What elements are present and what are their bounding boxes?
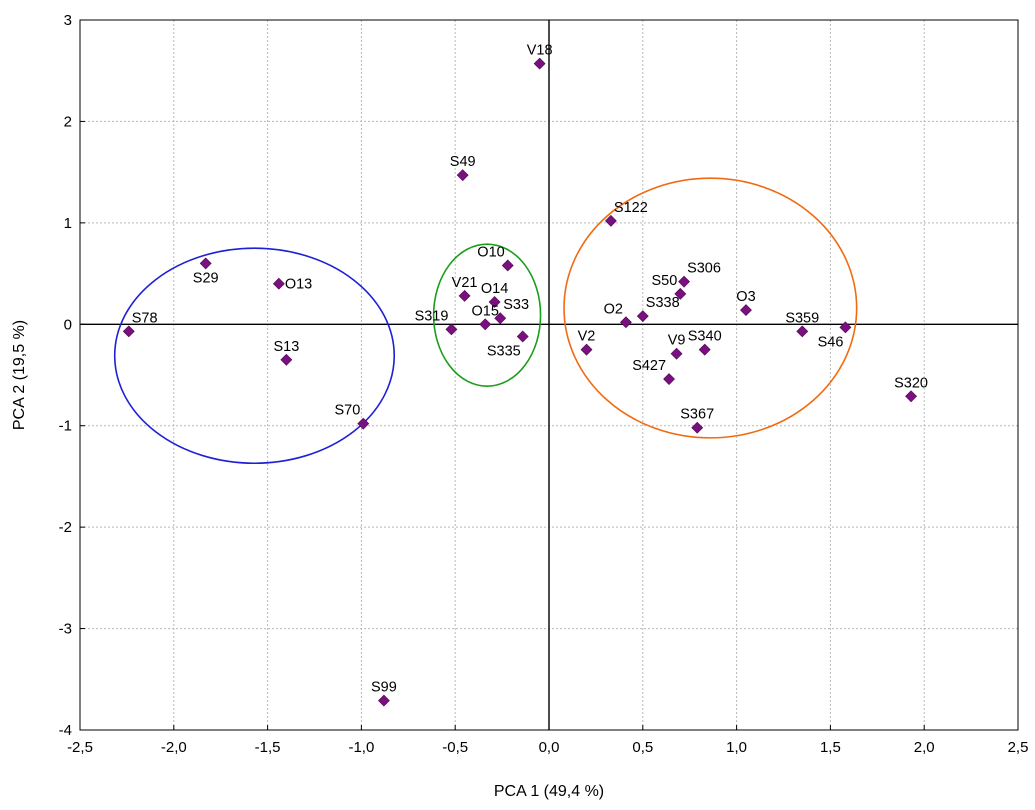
x-tick-label: 0,5 (632, 739, 653, 756)
data-points (122, 57, 917, 707)
point-label: O10 (477, 244, 504, 260)
x-tick-label: 0,0 (539, 739, 560, 756)
cluster-ellipses (113, 177, 858, 465)
point-label: O14 (481, 281, 508, 297)
point-label: S13 (273, 339, 299, 355)
data-point (458, 289, 471, 302)
point-label: O2 (604, 301, 623, 317)
data-point (272, 277, 285, 290)
y-axis-title: PCA 2 (19,5 %) (11, 320, 28, 430)
data-point (678, 275, 690, 288)
point-label: S359 (785, 310, 819, 326)
data-point (122, 325, 135, 338)
point-label: S70 (334, 403, 360, 419)
data-point (619, 316, 632, 329)
data-point (796, 325, 809, 338)
data-point (533, 57, 546, 70)
point-label: S50 (652, 273, 678, 289)
point-label: O15 (472, 303, 499, 319)
zero-axis-lines (80, 20, 1018, 730)
point-label: S338 (646, 295, 680, 311)
y-tick-label: -2 (59, 519, 72, 536)
point-label: S33 (503, 297, 529, 313)
x-tick-label: -1,5 (255, 739, 281, 756)
y-tick-label: -1 (59, 418, 72, 435)
data-point (670, 347, 683, 360)
point-label: S49 (450, 154, 476, 170)
data-point (445, 323, 458, 336)
point-label: O13 (285, 277, 312, 293)
data-point (698, 343, 711, 356)
data-point (494, 312, 507, 325)
y-tick-label: 3 (64, 12, 72, 29)
data-point (839, 321, 852, 334)
data-point (604, 214, 617, 227)
point-label: S46 (818, 334, 844, 350)
point-label: V21 (452, 275, 478, 291)
point-label: O3 (736, 289, 755, 305)
point-label: V9 (668, 333, 686, 349)
point-label: S427 (632, 358, 666, 374)
data-point (488, 296, 501, 308)
y-tick-label: 0 (64, 316, 72, 333)
x-tick-label: 2,5 (1008, 739, 1029, 756)
x-tick-label: -1,0 (348, 739, 374, 756)
point-label: S367 (680, 407, 714, 423)
x-tick-label: -2,5 (67, 739, 93, 756)
x-tick-label: -2,0 (161, 739, 187, 756)
data-point (377, 694, 390, 707)
y-tick-label: 1 (64, 215, 72, 232)
point-label: V18 (527, 43, 553, 59)
point-label: V2 (578, 329, 596, 345)
point-label: S335 (487, 343, 521, 359)
y-tick-label: -4 (59, 722, 72, 739)
x-tick-label: -0,5 (442, 739, 468, 756)
cluster-ellipse (432, 243, 542, 387)
point-label: S340 (688, 329, 722, 345)
x-tick-label: 1,5 (820, 739, 841, 756)
data-point (357, 417, 370, 430)
data-point (740, 304, 752, 317)
data-point (456, 169, 469, 182)
data-point (905, 390, 917, 403)
data-point (280, 353, 293, 366)
data-point (199, 257, 212, 270)
data-point (691, 421, 704, 434)
x-tick-label: 2,0 (914, 739, 935, 756)
data-point (479, 318, 492, 331)
y-tick-label: -3 (59, 621, 72, 638)
data-point (501, 259, 514, 272)
cluster-ellipse (563, 177, 858, 439)
point-label: S78 (132, 310, 158, 326)
cluster-ellipse (113, 247, 396, 465)
point-label: S99 (371, 680, 397, 696)
point-label: S306 (687, 261, 721, 277)
point-label: S319 (415, 308, 449, 324)
x-tick-label: 1,0 (726, 739, 747, 756)
point-label: S320 (894, 375, 928, 391)
data-point (636, 310, 649, 323)
x-axis-title: PCA 1 (49,4 %) (494, 783, 604, 800)
data-point (663, 373, 675, 385)
point-label: S122 (614, 200, 648, 216)
y-tick-label: 2 (64, 113, 72, 130)
data-point (580, 343, 593, 356)
data-point (516, 330, 529, 343)
data-point (674, 287, 687, 300)
axis-ticks: -2,5 -2,0 -1,5 -1,0 -0,5 0,0 0,5 1,0 1,5 2,0 2,5 -4… (59, 12, 1029, 756)
point-label: S29 (193, 270, 219, 286)
